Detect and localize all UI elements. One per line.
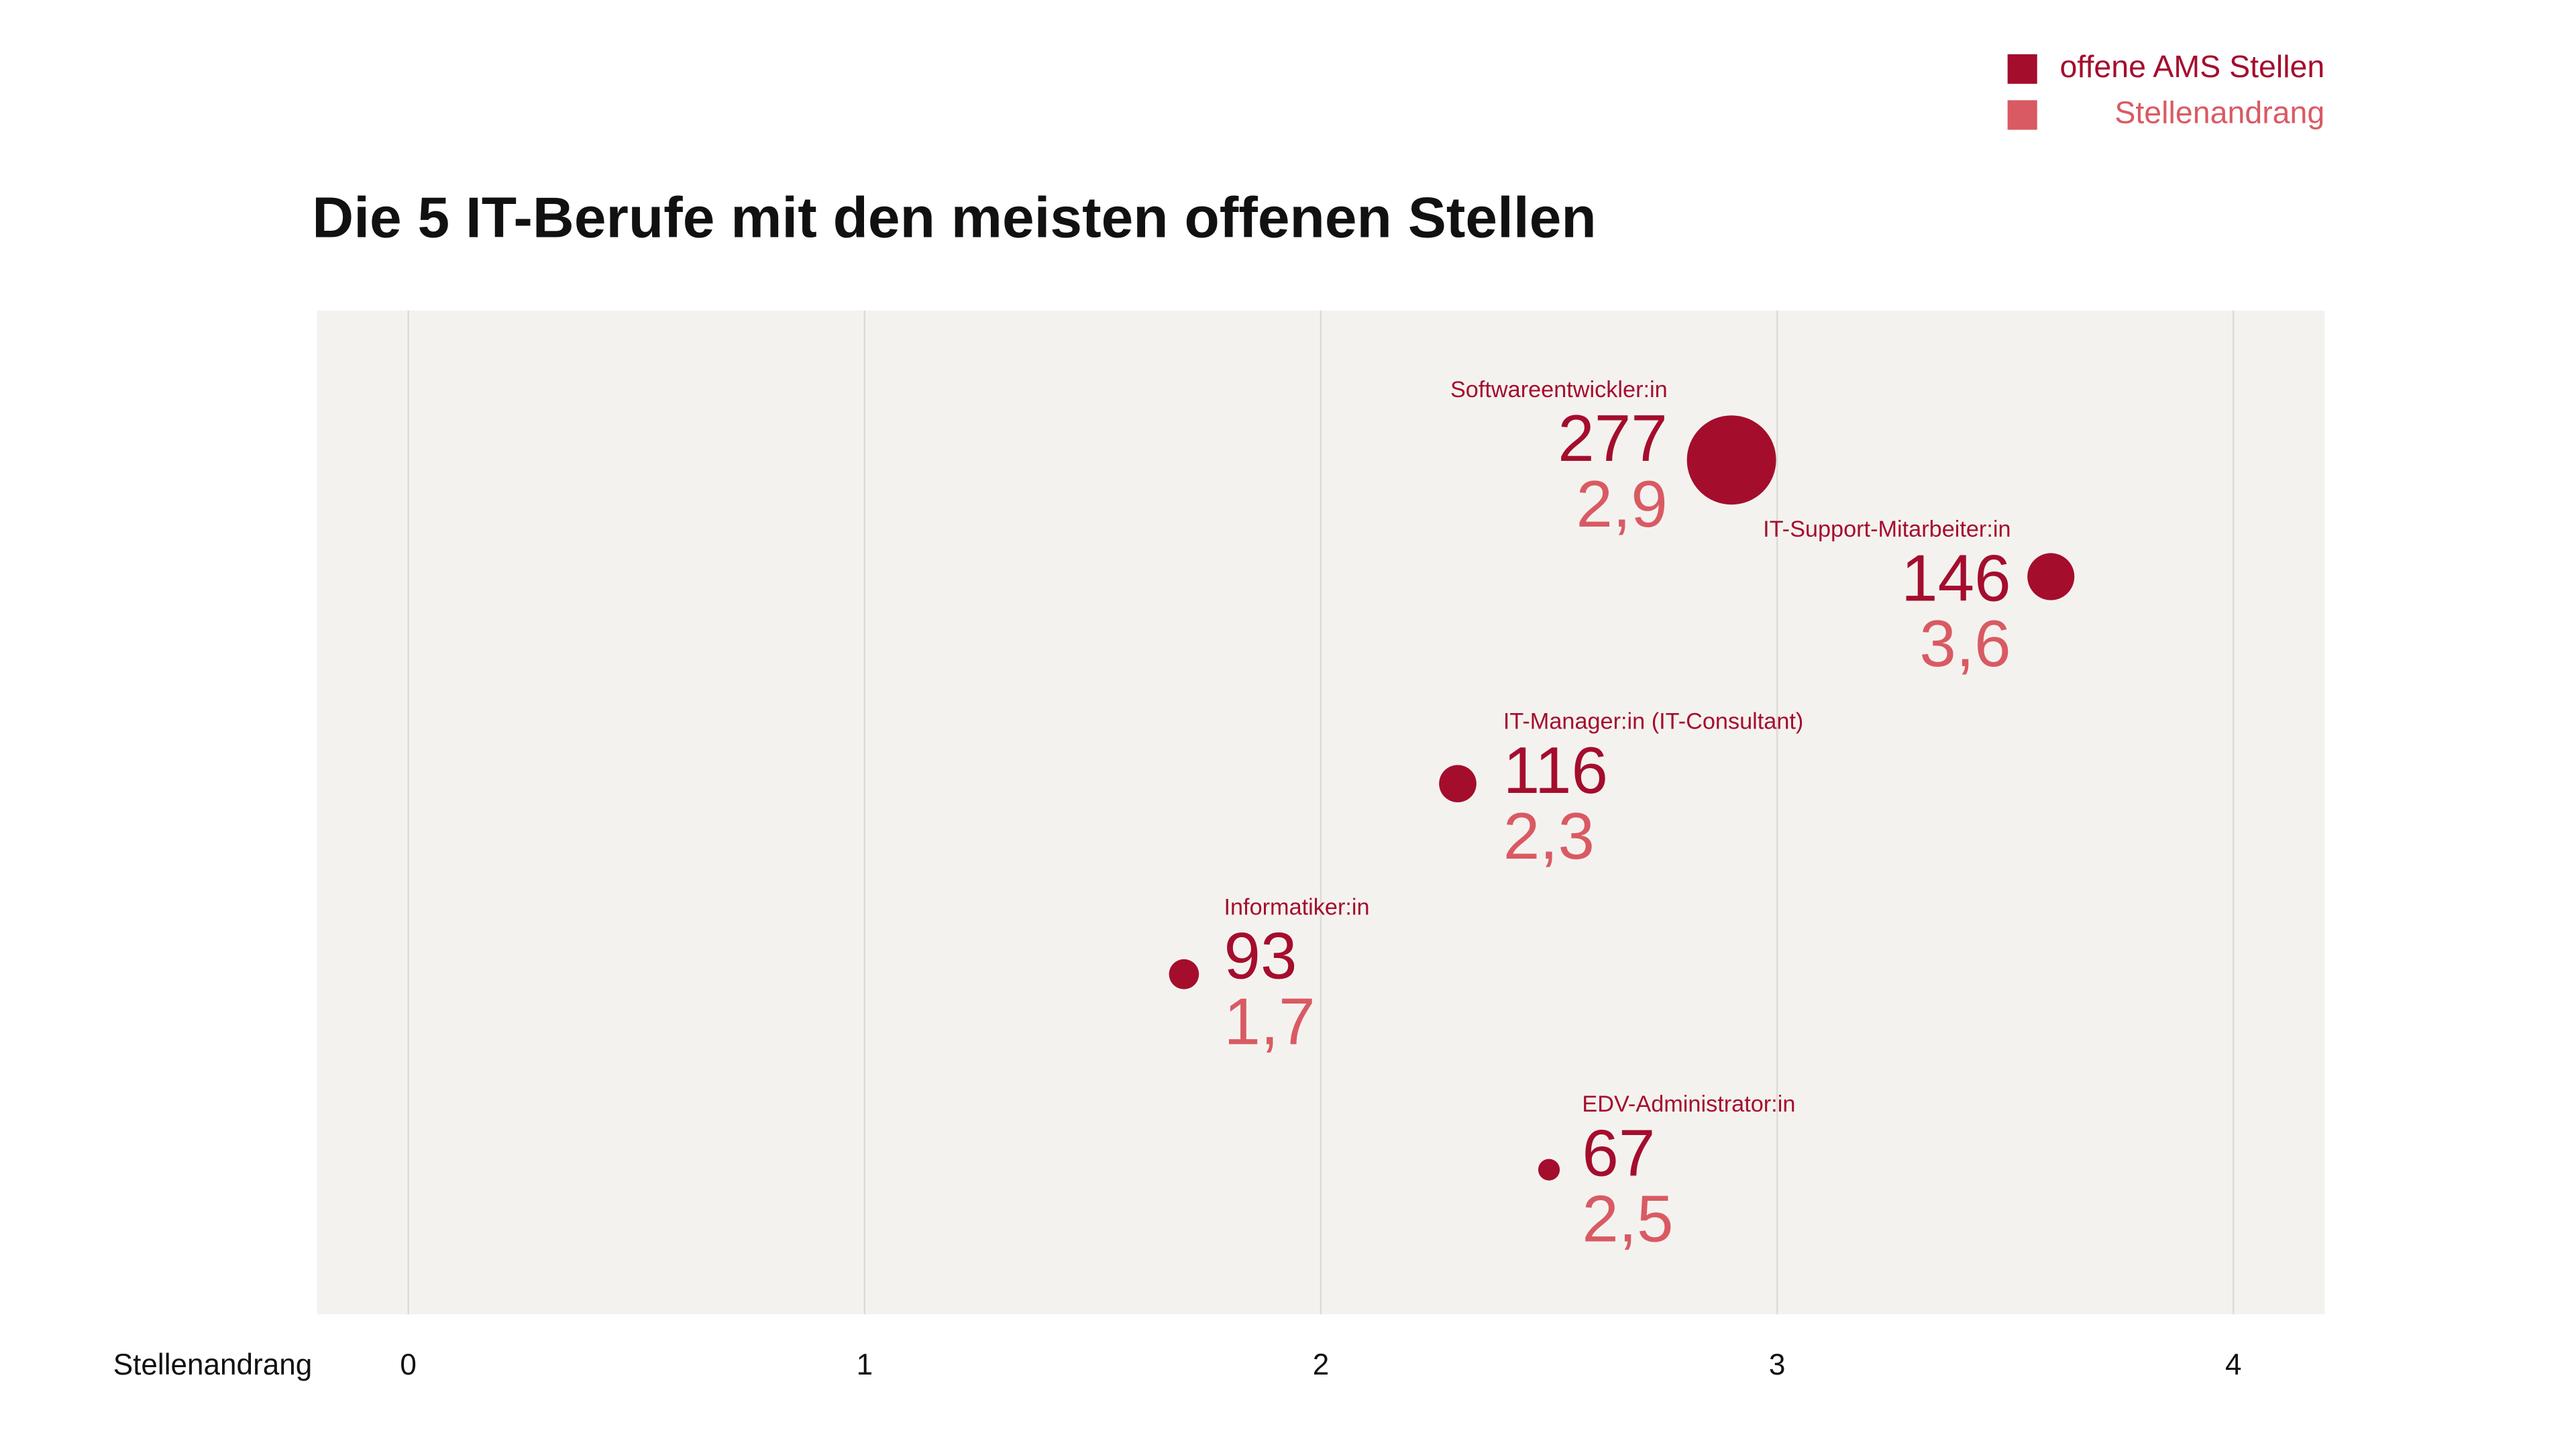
size-label: 93 bbox=[1224, 919, 1297, 993]
legend-swatch bbox=[2007, 54, 2037, 84]
ratio-label: 2,9 bbox=[1576, 467, 1668, 541]
size-label: 67 bbox=[1582, 1116, 1655, 1189]
bubble bbox=[1686, 415, 1776, 505]
category-label: IT-Support-Mitarbeiter:in bbox=[1763, 517, 2010, 542]
category-label: Softwareentwickler:in bbox=[1450, 377, 1668, 402]
legend-swatch bbox=[2007, 100, 2037, 130]
size-label: 116 bbox=[1503, 733, 1608, 807]
ratio-label: 2,3 bbox=[1503, 799, 1595, 873]
legend-label: Stellenandrang bbox=[2114, 95, 2324, 130]
category-label: Informatiker:in bbox=[1224, 894, 1369, 920]
ratio-label: 3,6 bbox=[1919, 606, 2010, 680]
category-label: EDV-Administrator:in bbox=[1582, 1091, 1795, 1117]
size-label: 277 bbox=[1558, 401, 1667, 475]
x-tick-label: 0 bbox=[400, 1348, 417, 1381]
ratio-label: 2,5 bbox=[1582, 1181, 1673, 1255]
x-tick-label: 2 bbox=[1313, 1348, 1330, 1381]
bubble bbox=[1439, 765, 1477, 803]
bubble bbox=[1538, 1159, 1560, 1181]
legend-label: offene AMS Stellen bbox=[2060, 49, 2325, 84]
x-tick-label: 4 bbox=[2225, 1348, 2242, 1381]
chart-title: Die 5 IT-Berufe mit den meisten offenen … bbox=[312, 185, 1596, 250]
size-label: 146 bbox=[1901, 541, 2010, 614]
bubble bbox=[2027, 553, 2075, 600]
category-label: IT-Manager:in (IT-Consultant) bbox=[1503, 709, 1804, 735]
bubble bbox=[1169, 959, 1199, 989]
ratio-label: 1,7 bbox=[1224, 984, 1315, 1058]
x-tick-label: 1 bbox=[857, 1348, 873, 1381]
x-tick-label: 3 bbox=[1769, 1348, 1786, 1381]
x-axis-label: Stellenandrang bbox=[113, 1348, 313, 1381]
